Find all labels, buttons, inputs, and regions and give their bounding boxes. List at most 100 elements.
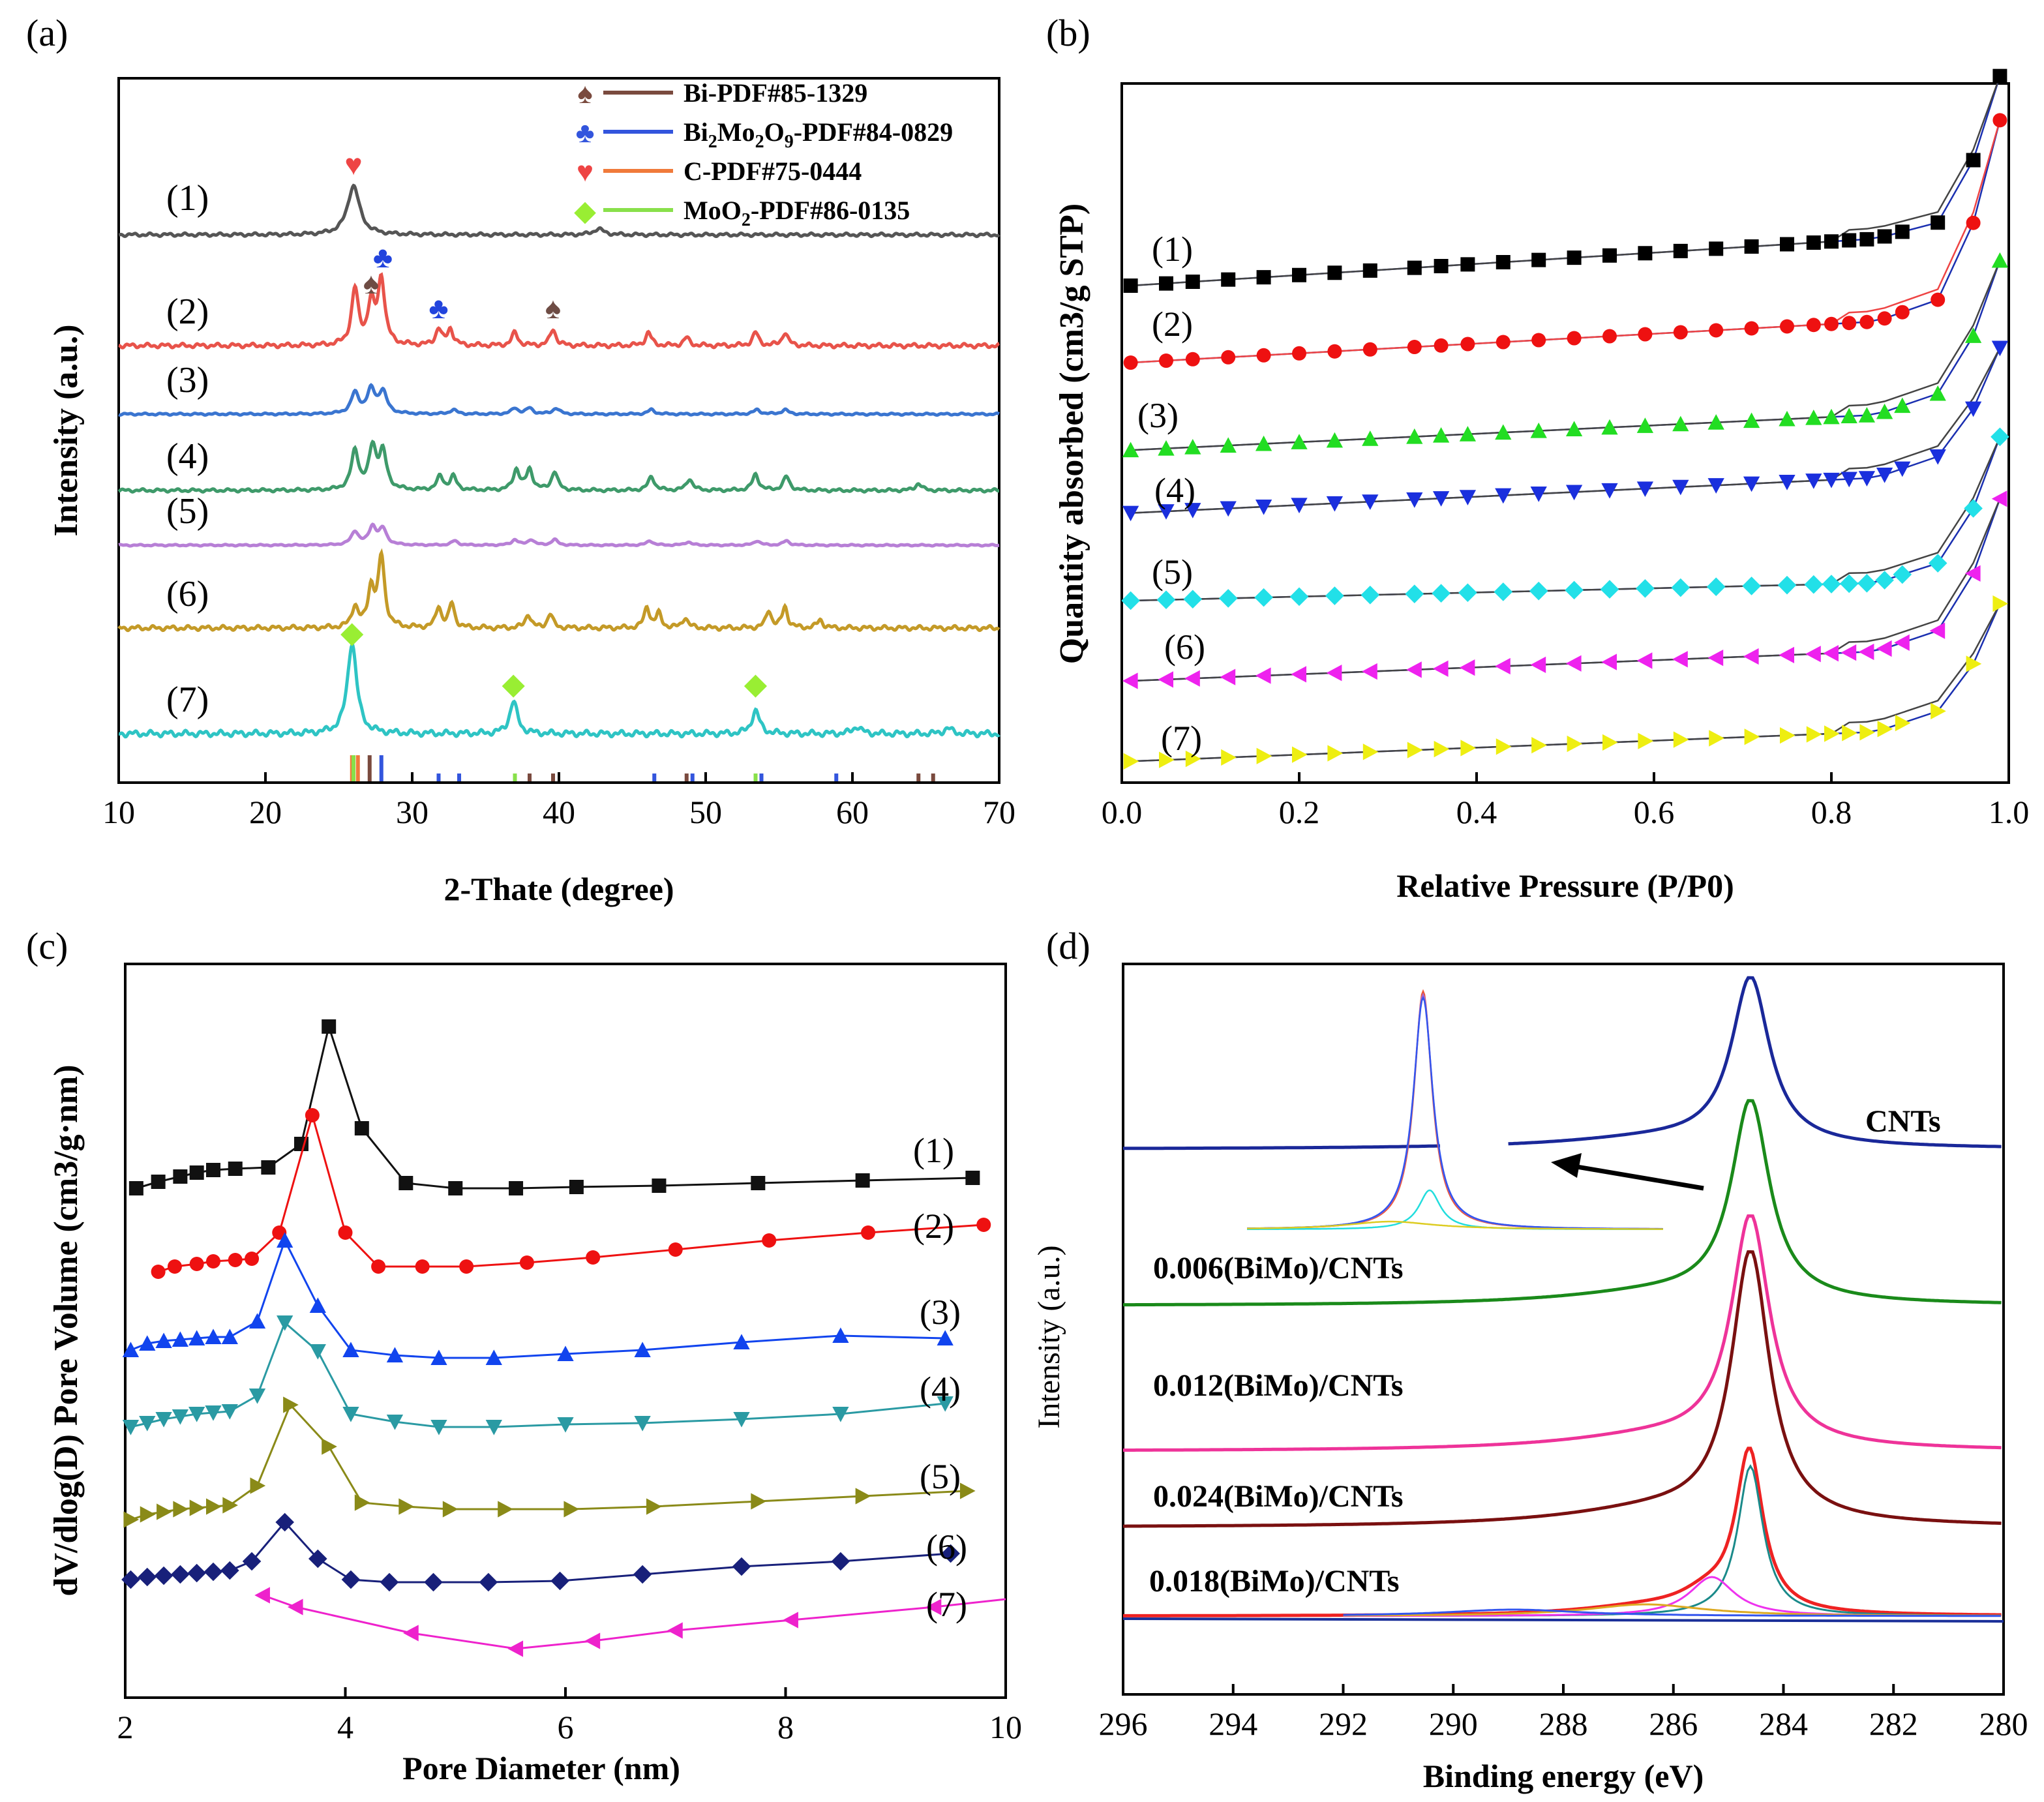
xps-label-5: 0.018(BiMo)/CNTs: [1149, 1564, 1400, 1599]
pore-point-1: [228, 1162, 243, 1176]
pore-point-3: [221, 1329, 238, 1344]
isotherm-point-1: [1638, 246, 1653, 261]
pore-point-5: [206, 1498, 222, 1515]
pore-point-6: [242, 1552, 262, 1571]
panel-d-tick-label: 282: [1869, 1705, 1918, 1742]
panel-b-tick-label: 0.4: [1456, 794, 1497, 830]
isotherm-point-1: [1709, 241, 1724, 256]
legend-label: C-PDF#75-0444: [684, 157, 862, 186]
pore-point-4: [277, 1315, 293, 1331]
isotherm-point-2: [1966, 215, 1981, 230]
pore-label-5: (5): [920, 1457, 961, 1496]
isotherm-label-4: (4): [1154, 471, 1195, 510]
panel-c-y-label: dV/dlog(D) Pore Volume (cm3/g·nm): [48, 1064, 85, 1596]
panel-b-label: (b): [1046, 12, 1090, 54]
isotherm-point-3: [1406, 428, 1423, 444]
isotherm-point-5: [1183, 590, 1203, 609]
isotherm-point-7: [1638, 732, 1654, 749]
isotherm-point-3: [1255, 435, 1272, 451]
pore-point-1: [398, 1176, 413, 1190]
xps-inset-trace: [1247, 1220, 1663, 1230]
pore-point-4: [248, 1389, 266, 1404]
isotherm-point-4: [1876, 467, 1893, 483]
isotherm-point-2: [1407, 340, 1422, 355]
pore-point-5: [250, 1477, 266, 1494]
pore-point-1: [448, 1181, 463, 1195]
pore-point-3: [188, 1330, 205, 1345]
isotherm-point-6: [1291, 666, 1306, 683]
isotherm-point-1: [1842, 233, 1857, 248]
panel-a-tick-label: 50: [689, 794, 722, 830]
isotherm-point-4: [1291, 498, 1308, 514]
pore-point-1: [261, 1160, 276, 1175]
pore-point-2: [167, 1259, 182, 1274]
xrd-trace-2: [118, 272, 1000, 350]
isotherm-point-6: [1432, 660, 1449, 677]
isotherm-point-7: [1709, 730, 1724, 747]
isotherm-point-3: [1823, 408, 1840, 425]
isotherm-point-6: [1964, 565, 1981, 582]
isotherm-point-2: [1567, 331, 1582, 346]
isotherm-point-7: [1806, 726, 1822, 743]
pore-point-2: [151, 1265, 166, 1280]
pore-point-6: [187, 1563, 206, 1583]
isotherm-point-3: [1805, 409, 1822, 425]
pore-point-6: [308, 1549, 327, 1569]
pore-point-3: [342, 1342, 359, 1357]
isotherm-point-6: [1255, 667, 1271, 684]
isotherm-point-2: [1780, 319, 1794, 334]
isotherm-point-7: [1460, 740, 1477, 757]
isotherm-point-3: [1291, 434, 1308, 449]
isotherm-point-7: [1931, 702, 1946, 720]
legend-label-part: Bi: [684, 117, 708, 147]
pore-point-3: [832, 1327, 849, 1343]
legend-label: Bi-PDF#85-1329: [684, 78, 867, 108]
isotherm-point-1: [1824, 234, 1839, 249]
xrd-phase-marker: ♠: [363, 267, 379, 300]
isotherm-point-3: [1362, 430, 1379, 446]
legend-symbol: ♠: [577, 78, 592, 110]
pore-point-1: [128, 1181, 143, 1195]
isotherm-point-4: [1743, 476, 1760, 492]
pore-point-6: [380, 1572, 399, 1592]
isotherm-point-3: [1876, 403, 1893, 419]
panel-d-label: (d): [1046, 925, 1090, 967]
pore-point-2: [228, 1253, 243, 1267]
panel-a-traces: (1) (2) (3) (4) (5) (6) (7): [117, 178, 1000, 739]
isotherm-point-1: [1531, 252, 1546, 267]
xrd-phase-marker: ◆: [744, 667, 768, 700]
isotherm-point-6: [1894, 634, 1910, 651]
isotherm-point-7: [1877, 721, 1893, 738]
xps-label-2: 0.006(BiMo)/CNTs: [1153, 1251, 1404, 1285]
isotherm-point-3: [1530, 422, 1547, 438]
panel-b-tick-label: 0.2: [1279, 794, 1320, 830]
panel-d-xps: (d) CNTs 0.006(BiMo)/CNTs 0.012(BiMo)/CNTs…: [1032, 925, 2028, 1794]
pore-point-2: [668, 1242, 683, 1257]
panel-b-isotherms: (b) (1)(2)(3)(4)(5)(6)(7) 0.0 0.2 0.4 0.6 0.…: [1046, 12, 2029, 904]
isotherm-point-2: [1824, 316, 1839, 331]
isotherm-point-4: [1255, 499, 1272, 515]
pore-point-5: [855, 1488, 871, 1505]
panel-a-xrd: (a) (1)(2)(3)(4)(5)(6)(7) ♥♠♣♣ ♠◆◆ ◆ ♠ Bi-P…: [26, 12, 1015, 907]
isotherm-point-3: [1779, 410, 1796, 427]
panel-a-x-label: 2-Thate (degree): [443, 871, 674, 907]
panel-a-tick-label: 60: [836, 794, 869, 830]
pore-point-5: [354, 1494, 370, 1511]
panel-b-y-label: Quantity absorbed (cm3/g STP): [1053, 203, 1090, 664]
pore-point-1: [569, 1180, 584, 1194]
isotherm-point-5: [1928, 554, 1947, 573]
isotherm-point-4: [1991, 340, 2009, 357]
isotherm-point-4: [1672, 479, 1689, 496]
isotherm-point-5: [1991, 427, 2009, 447]
pore-point-5: [283, 1396, 299, 1413]
xps-trace-3: [1123, 1214, 2002, 1452]
isotherm-point-4: [1779, 475, 1796, 490]
pore-point-4: [733, 1412, 750, 1428]
pore-point-2: [976, 1218, 991, 1233]
pore-point-4: [485, 1420, 502, 1435]
xrd-trace-4: [117, 439, 999, 494]
isotherm-point-4: [1858, 471, 1876, 487]
isotherm-point-5: [1360, 585, 1380, 605]
isotherm-point-6: [1672, 651, 1688, 668]
panel-b-x-label: Relative Pressure (P/P0): [1396, 867, 1734, 904]
